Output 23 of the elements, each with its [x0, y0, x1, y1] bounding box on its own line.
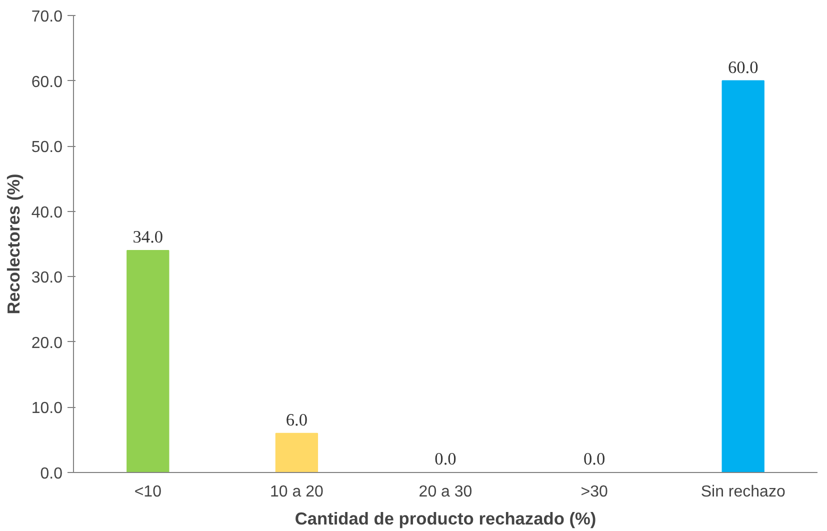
data-label: 34.0 — [132, 228, 164, 247]
y-tick-label: 40.0 — [31, 204, 63, 222]
y-axis-title: Recolectores (%) — [3, 174, 24, 314]
x-tick-label: >30 — [580, 484, 608, 500]
x-tick-label: Sin rechazo — [700, 484, 786, 500]
y-tick-label: 0.0 — [40, 466, 63, 482]
bar — [126, 250, 170, 472]
bar — [275, 432, 318, 472]
x-tick-label: <10 — [134, 484, 162, 500]
x-tick-label: 10 a 20 — [270, 484, 324, 500]
data-label: 0.0 — [434, 450, 456, 468]
y-tick-label: 60.0 — [31, 74, 63, 91]
x-tick-label: 20 a 30 — [418, 484, 472, 500]
y-tick-label: 50.0 — [31, 139, 63, 156]
x-axis-title: Cantidad de producto rechazado (%) — [294, 508, 596, 528]
data-label: 0.0 — [583, 450, 606, 468]
data-label: 6.0 — [286, 410, 308, 430]
data-label: 60.0 — [728, 58, 758, 77]
y-tick-label: 20.0 — [31, 334, 63, 352]
y-tick-label: 70.0 — [31, 8, 63, 26]
bar — [722, 80, 764, 472]
y-tick-label: 30.0 — [31, 270, 63, 287]
y-tick-label: 10.0 — [31, 400, 63, 418]
